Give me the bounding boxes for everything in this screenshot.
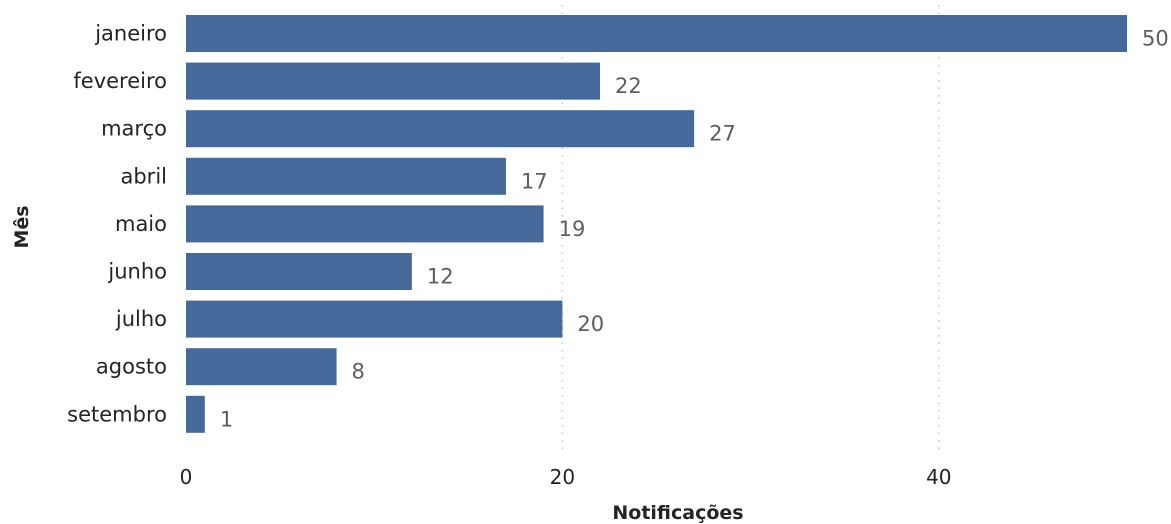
x-axis-title: Notificações — [612, 502, 743, 524]
bar-maio — [186, 205, 544, 243]
x-tick-label: 40 — [926, 465, 951, 489]
bar-setembro — [186, 395, 205, 433]
data-label: 22 — [615, 74, 642, 98]
data-label: 17 — [521, 169, 548, 193]
bar-abril — [186, 157, 506, 195]
gridlines — [561, 5, 940, 455]
x-tick-label: 20 — [550, 465, 575, 489]
data-label: 50 — [1142, 27, 1169, 51]
bars — [186, 15, 1127, 433]
bar-julho — [186, 300, 563, 338]
category-label: fevereiro — [73, 69, 167, 93]
category-label: julho — [115, 307, 167, 331]
category-label: abril — [120, 164, 167, 188]
data-label: 20 — [577, 312, 604, 336]
category-label: setembro — [67, 402, 167, 426]
data-label: 19 — [559, 217, 586, 241]
data-label: 1 — [220, 407, 233, 431]
data-labels: 50 22 27 17 19 12 20 8 1 — [220, 27, 1169, 432]
bar-março — [186, 110, 695, 148]
category-label: junho — [107, 260, 167, 284]
category-label: janeiro — [94, 22, 167, 46]
data-label: 27 — [709, 122, 736, 146]
category-label: agosto — [96, 355, 167, 379]
data-label: 8 — [352, 360, 365, 384]
category-label: maio — [115, 212, 167, 236]
y-axis-title: Mês — [11, 205, 33, 248]
category-label: março — [101, 117, 167, 141]
bar-junho — [186, 253, 412, 290]
bar-agosto — [186, 348, 337, 386]
data-label: 12 — [427, 265, 454, 289]
x-tick-labels: 0 20 40 — [180, 465, 952, 489]
category-labels: janeiro fevereiro março abril maio junho julho… — [67, 22, 167, 427]
x-tick-label: 0 — [180, 465, 193, 489]
bar-janeiro — [186, 15, 1127, 52]
bar-fevereiro — [186, 62, 601, 100]
